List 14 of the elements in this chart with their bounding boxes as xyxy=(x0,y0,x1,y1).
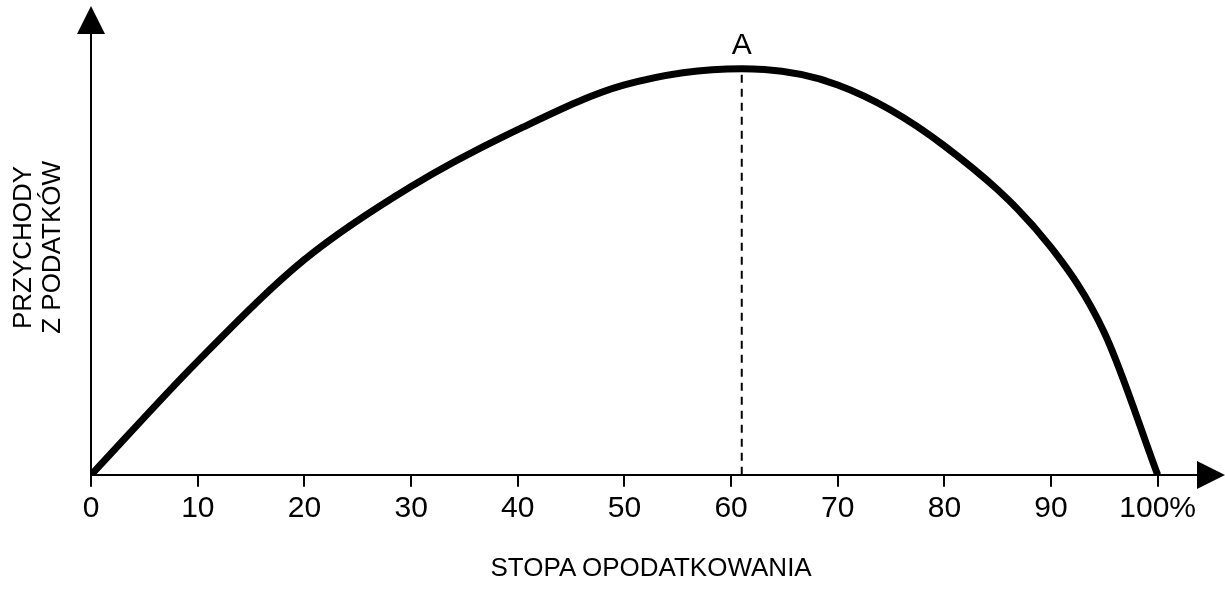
x-tick-label: 80 xyxy=(927,490,962,524)
annotation: A xyxy=(731,26,752,60)
x-tick-label: 90 xyxy=(1034,490,1068,524)
x-tick-label: 0 xyxy=(82,490,100,524)
x-tick-label: 100% xyxy=(1119,490,1197,524)
x-tick-label: 60 xyxy=(714,490,748,524)
x-tick-label: 30 xyxy=(394,490,428,524)
x-tick-label: 70 xyxy=(821,490,855,524)
x-axis-title: STOPA OPODATKOWANIA xyxy=(490,551,813,582)
x-tick-label: 50 xyxy=(607,490,642,524)
x-tick-label: 20 xyxy=(287,490,322,524)
x-tick-label: 40 xyxy=(501,490,535,524)
x-tick-label: 10 xyxy=(181,490,215,524)
y-axis-title: PRZYCHODY Z PODATKÓW xyxy=(7,160,67,334)
